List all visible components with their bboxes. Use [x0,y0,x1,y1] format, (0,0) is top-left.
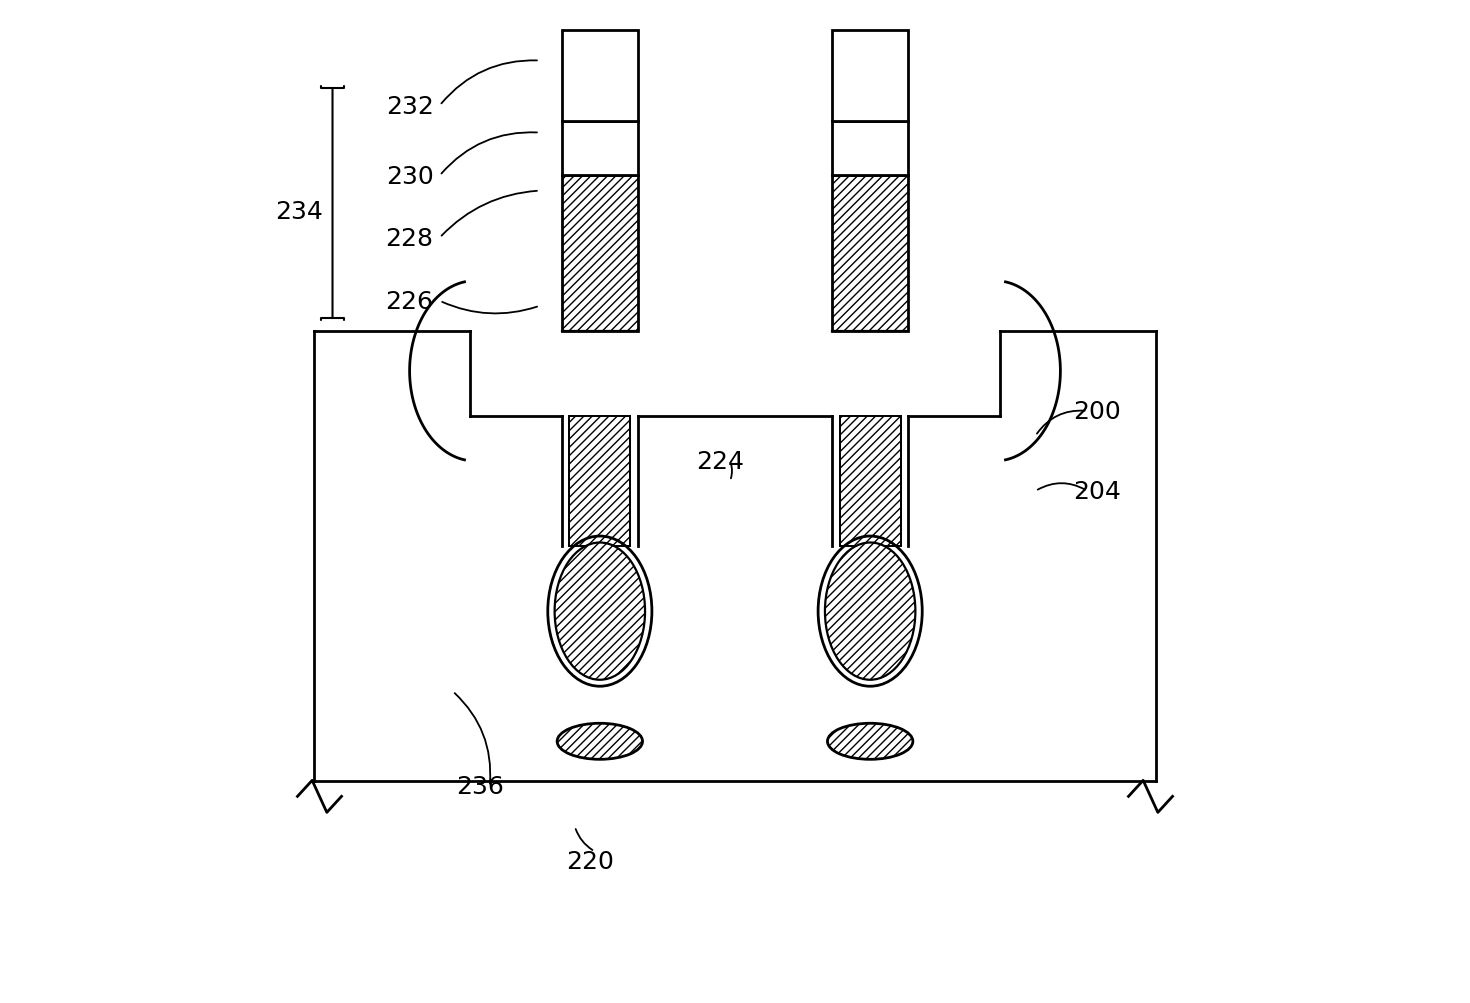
Bar [562,416,569,547]
Bar [562,176,638,331]
Bar [562,121,638,176]
Text: 226: 226 [385,290,434,314]
Text: 232: 232 [385,94,434,118]
Text: 200: 200 [1073,399,1122,423]
Text: 204: 204 [1073,479,1122,504]
Text: 236: 236 [456,774,504,798]
Bar [1000,331,1155,416]
Ellipse shape [825,543,916,680]
Bar [832,31,908,121]
Text: 228: 228 [385,227,434,251]
Ellipse shape [819,537,922,686]
Bar [901,416,908,547]
Bar [839,416,901,547]
Bar [832,121,908,176]
Ellipse shape [554,543,645,680]
Text: 234: 234 [275,200,323,224]
Bar [839,416,901,547]
Bar [315,331,470,416]
Bar [631,416,638,547]
Bar [315,416,1155,781]
Bar [562,31,638,121]
Bar [832,416,839,547]
Text: 220: 220 [566,850,614,874]
Ellipse shape [828,723,913,759]
Ellipse shape [548,537,651,686]
Bar [832,176,908,331]
Bar [569,416,631,547]
Bar [569,416,631,547]
Text: 230: 230 [385,164,434,189]
Bar [832,416,908,547]
Bar [562,416,638,547]
Text: 224: 224 [695,449,744,473]
Ellipse shape [557,723,642,759]
